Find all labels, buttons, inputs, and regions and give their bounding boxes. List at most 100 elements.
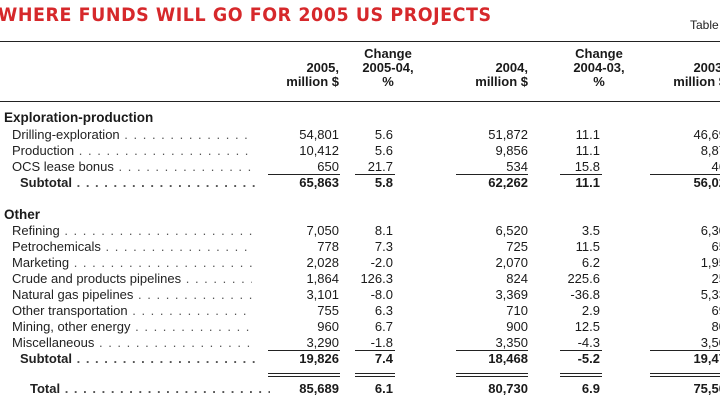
row-cell: 5.8 [374, 175, 393, 190]
row-label: Crude and products pipelines [12, 271, 252, 286]
row-label: Other transportation [12, 303, 252, 318]
row-cell: 3,369 [495, 287, 528, 302]
row-cell: 46,69 [693, 127, 720, 142]
row-cell: 51,872 [488, 127, 528, 142]
header-2004: 2004, million $ [440, 47, 528, 89]
row-cell: 11.1 [575, 127, 600, 142]
header-2004-line2: 2004, [495, 60, 528, 75]
row-label: Total [30, 381, 270, 396]
subtotal-rule [355, 350, 395, 351]
total-double-rule [355, 373, 395, 377]
row-cell: 8.1 [374, 223, 393, 238]
row-cell: 85,689 [299, 381, 339, 396]
section-exploration-production: Exploration-production [4, 110, 154, 125]
row-cell: 5.6 [374, 143, 393, 158]
row-cell: 3,290 [306, 335, 339, 350]
header-change-04-03: Change 2004-03, % [540, 47, 658, 89]
row-cell: 11.5 [575, 239, 600, 254]
table-row: Mining, other energy 960 6.7 900 12.5 80 [0, 319, 720, 334]
header-2003-line1 [640, 47, 720, 61]
header-change-05-04-line1: Change [364, 46, 412, 61]
row-cell: 65,863 [299, 175, 339, 190]
header-2005-line1 [250, 47, 339, 61]
subtotal-rule [456, 350, 528, 351]
total-double-rule [456, 373, 528, 377]
row-cell: 3.5 [581, 223, 600, 238]
subtotal-row: Subtotal 19,826 7.4 18,468 -5.2 19,47 [0, 351, 720, 366]
header-change-04-03-line3: % [593, 74, 605, 89]
row-cell: 5,33 [700, 287, 720, 302]
row-cell: 2,070 [495, 255, 528, 270]
row-cell: -1.8 [370, 335, 393, 350]
subtotal-rule [560, 174, 602, 175]
row-cell: 2,028 [306, 255, 339, 270]
subtotal-rule [560, 350, 602, 351]
row-cell: 778 [317, 239, 339, 254]
row-label: Drilling-exploration [12, 127, 252, 142]
row-cell: 18,468 [488, 351, 528, 366]
row-cell: 10,412 [299, 143, 339, 158]
row-label: Mining, other energy [12, 319, 252, 334]
top-rule [0, 41, 720, 42]
row-cell: 6.7 [374, 319, 393, 334]
row-cell: -2.0 [370, 255, 393, 270]
table-row: Drilling-exploration 54,801 5.6 51,872 11.1 4… [0, 127, 720, 142]
row-cell: 1,95 [700, 255, 720, 270]
row-label: Production [12, 143, 252, 158]
subtotal-rule [268, 174, 340, 175]
row-label: Natural gas pipelines [12, 287, 252, 302]
row-cell: 3,101 [306, 287, 339, 302]
row-label: OCS lease bonus [12, 159, 252, 174]
row-cell: 21.7 [367, 159, 393, 174]
subtotal-rule [355, 174, 395, 175]
row-cell: 6,30 [700, 223, 720, 238]
row-cell: 75,50 [693, 381, 720, 396]
row-cell: 8,87 [700, 143, 720, 158]
subtotal-rule [650, 350, 720, 351]
row-cell: 900 [506, 319, 528, 334]
row-cell: 126.3 [360, 271, 393, 286]
row-label: Miscellaneous [12, 335, 252, 350]
row-cell: 755 [317, 303, 339, 318]
row-cell: 824 [506, 271, 528, 286]
row-cell: 19,826 [299, 351, 339, 366]
row-cell: 6,520 [495, 223, 528, 238]
row-cell: 11.1 [575, 175, 600, 190]
row-cell: 725 [506, 239, 528, 254]
table-row: Crude and products pipelines 1,864 126.3 82… [0, 271, 720, 286]
header-2004-line3: million $ [475, 74, 528, 89]
table-row: Other transportation 755 6.3 710 2.9 69 [0, 303, 720, 318]
row-cell: 3,50 [700, 335, 720, 350]
subtotal-rule [650, 174, 720, 175]
row-cell: 56,02 [693, 175, 720, 190]
header-change-04-03-line2: 2004-03, [573, 60, 625, 75]
row-cell: 534 [506, 159, 528, 174]
row-cell: 46 [711, 159, 720, 174]
table-row: Natural gas pipelines 3,101 -8.0 3,369 -36.8… [0, 287, 720, 302]
total-double-rule [560, 373, 602, 377]
table-row: Miscellaneous 3,290 -1.8 3,350 -4.3 3,50 [0, 335, 720, 350]
header-2003-line2: 2003, [693, 60, 720, 75]
row-cell: 7,050 [306, 223, 339, 238]
row-cell: 25 [711, 271, 720, 286]
row-cell: -4.3 [577, 335, 600, 350]
row-label: Marketing [12, 255, 252, 270]
row-cell: 80 [711, 319, 720, 334]
header-change-05-04-line2: 2005-04, [362, 60, 414, 75]
row-cell: -8.0 [370, 287, 393, 302]
header-change-04-03-line1: Change [575, 46, 623, 61]
header-2005-line2: 2005, [306, 60, 339, 75]
table-label: Table [690, 18, 719, 32]
row-cell: 11.1 [575, 143, 600, 158]
subtotal-rule [268, 350, 340, 351]
total-row: Total 85,689 6.1 80,730 6.9 75,50 [0, 381, 720, 396]
row-cell: 5.6 [374, 127, 393, 142]
header-rule [0, 101, 720, 102]
row-cell: 19,47 [693, 351, 720, 366]
row-cell: 15.8 [574, 159, 600, 174]
row-cell: 12.5 [574, 319, 600, 334]
row-cell: 6.1 [374, 381, 393, 396]
row-cell: 3,350 [495, 335, 528, 350]
row-cell: 6.9 [581, 381, 600, 396]
row-cell: 69 [711, 303, 720, 318]
